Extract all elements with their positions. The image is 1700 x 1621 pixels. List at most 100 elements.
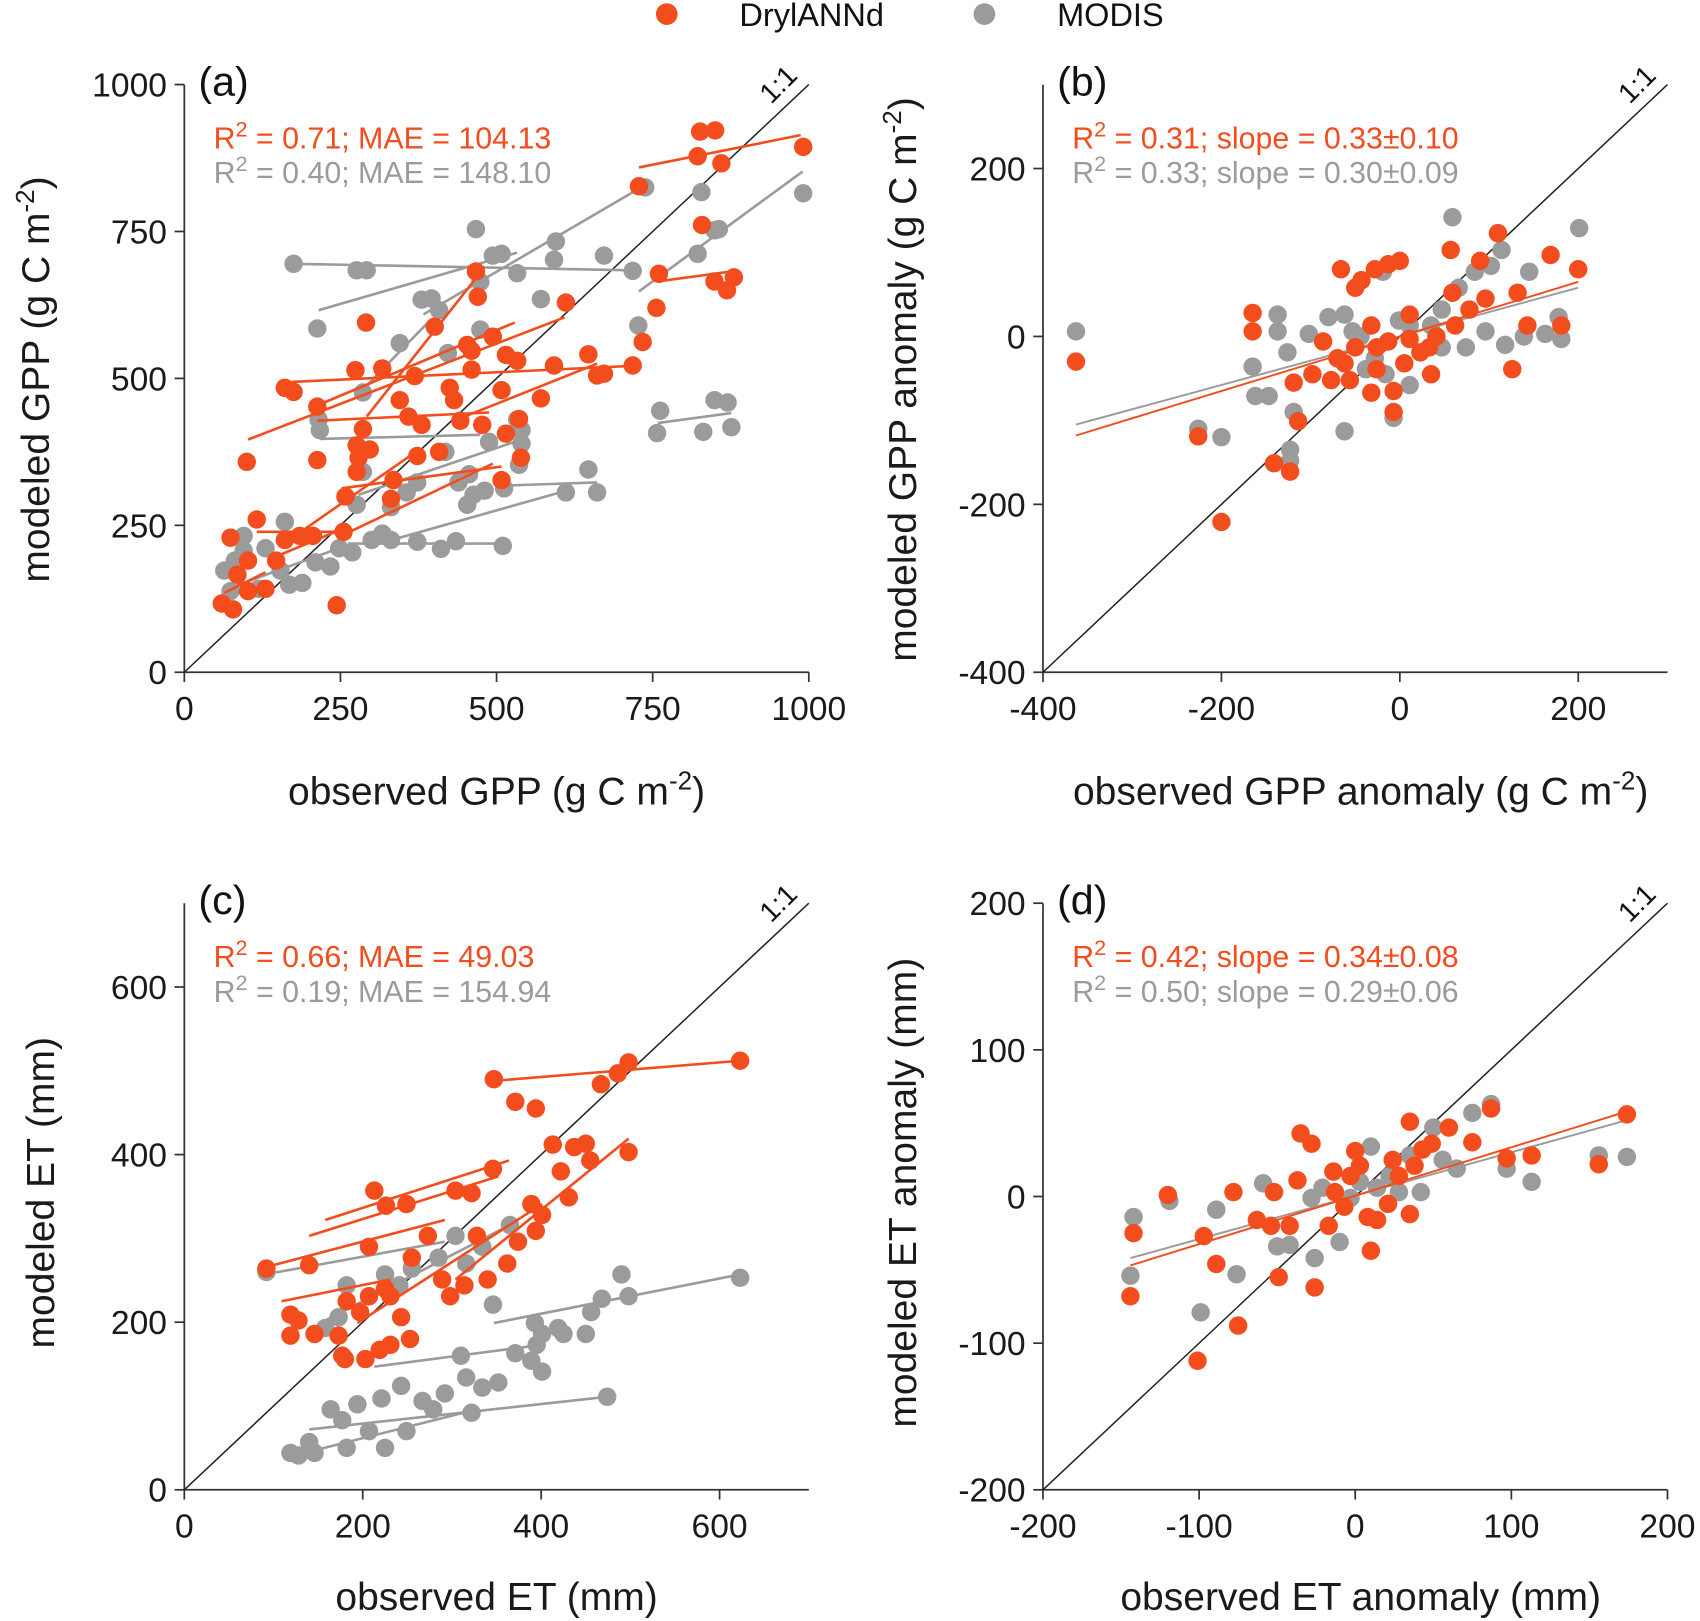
data-point [623,261,642,281]
data-point [489,1373,508,1392]
data-point [694,422,713,442]
data-point [257,1259,276,1278]
panel-label: (c) [198,877,246,923]
panel-label: (a) [198,58,248,104]
data-point [1124,1223,1143,1243]
y-tick-label: 100 [970,1033,1026,1070]
site-fit-line [365,271,482,418]
data-point [484,1069,504,1089]
data-point [425,317,444,336]
site-fit-line [336,462,494,539]
data-point [391,1307,411,1327]
data-point [429,442,449,462]
x-tick-label: 100 [1483,1509,1539,1546]
data-point [712,154,731,173]
data-point [579,345,598,364]
data-point [400,1329,420,1349]
stat-values: = 0.33; slope = 0.30±0.09 [1106,157,1458,190]
x-axis-title-text: observed ET (mm) [335,1576,657,1619]
data-point [446,531,466,551]
stat-values: = 0.42; slope = 0.34±0.08 [1106,941,1458,974]
data-point [1121,1287,1140,1306]
data-point [492,470,511,490]
data-point [1400,375,1419,395]
panel-b: -400 -200 0 200 -400 -200 0 200 observed GPP ano… [877,58,1668,814]
data-point [1243,303,1262,323]
data-point [1427,327,1446,346]
data-point [1352,270,1371,290]
site-fit-line [271,526,346,560]
stat-superscript: 2 [1094,151,1106,176]
data-point [1264,453,1284,473]
data-point [1400,1204,1420,1224]
panel-label: (b) [1057,58,1107,104]
data-point [526,1221,546,1241]
data-point [531,289,551,309]
site-fit-line [317,411,490,423]
x-tick-label: 250 [312,691,368,728]
data-point [466,219,486,239]
data-point [579,460,598,479]
data-point [1341,1166,1360,1186]
x-tick-label: 0 [175,691,194,728]
data-point [1319,307,1338,327]
data-point [228,565,247,584]
site-fit-line [259,1240,446,1277]
stat-r: R [214,941,236,974]
y-axis-title-end: ) [882,97,925,110]
data-point [1617,1105,1637,1124]
data-point [289,1311,308,1330]
site-fit-line [510,481,598,487]
y-axis-title-text: modeled GPP anomaly (g C m [882,133,925,661]
legend-marker-modis [973,3,996,25]
data-point [1243,357,1262,376]
data-point [692,182,711,202]
data-point [308,450,327,470]
data-point [308,319,327,338]
data-point [1522,1146,1541,1165]
data-point [1212,427,1231,447]
data-point [587,483,607,502]
data-point [594,246,614,265]
data-point [1280,1216,1299,1236]
data-point [496,424,516,443]
data-point [337,1292,356,1311]
data-point [1284,373,1303,392]
x-tick-label: 0 [1346,1509,1365,1546]
data-point [1228,1316,1248,1335]
y-tick-label: -200 [958,1473,1025,1510]
data-point [506,1092,525,1112]
x-tick-label: -100 [1165,1509,1232,1546]
data-point [475,481,494,500]
data-point [543,1135,562,1154]
data-point [473,1378,492,1397]
y-tick-label: -400 [958,655,1025,692]
legend-label-modis: MODIS [1057,0,1164,33]
stat-superscript: 2 [236,116,248,141]
data-point [511,448,531,467]
data-point [576,1324,595,1344]
data-point [722,417,741,437]
data-point [1207,1254,1226,1274]
data-point [509,409,529,429]
site-fit-line [341,465,502,490]
data-point [1405,1156,1424,1175]
y-axis-title-text: modeled ET anomaly (mm) [882,958,925,1428]
data-point [629,316,648,335]
data-point [1330,1232,1349,1252]
data-point [397,483,416,502]
y-tick-label: -200 [958,487,1025,524]
data-point [1158,1185,1178,1205]
data-point [350,1302,370,1322]
data-point [1390,251,1410,271]
data-point [349,448,368,467]
data-point [581,1151,600,1170]
data-point [594,364,614,383]
data-point [612,1265,631,1284]
data-point [647,423,667,443]
one-to-one-label: 1:1 [1611,59,1661,109]
data-point [237,452,256,472]
data-point [299,1256,319,1275]
data-point [493,536,513,556]
data-point [1278,343,1297,362]
